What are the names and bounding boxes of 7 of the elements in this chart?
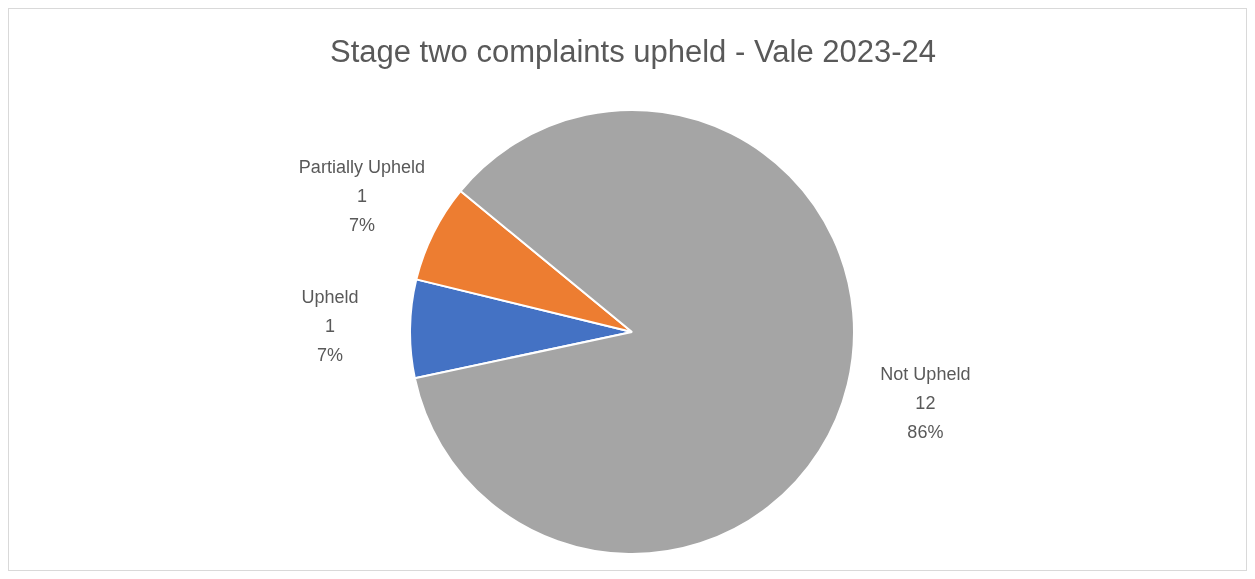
data-label: 1 7% [317, 316, 344, 366]
slice-label: Partially Upheld [298, 156, 425, 177]
data-label: 12 86% [907, 392, 944, 442]
data-label: 1 7% [348, 185, 375, 235]
chart-title: Stage two complaints upheld - Vale 2023-24 [329, 33, 937, 69]
slice-label: Not Upheld [880, 363, 971, 384]
slice-label: Upheld [301, 287, 359, 308]
